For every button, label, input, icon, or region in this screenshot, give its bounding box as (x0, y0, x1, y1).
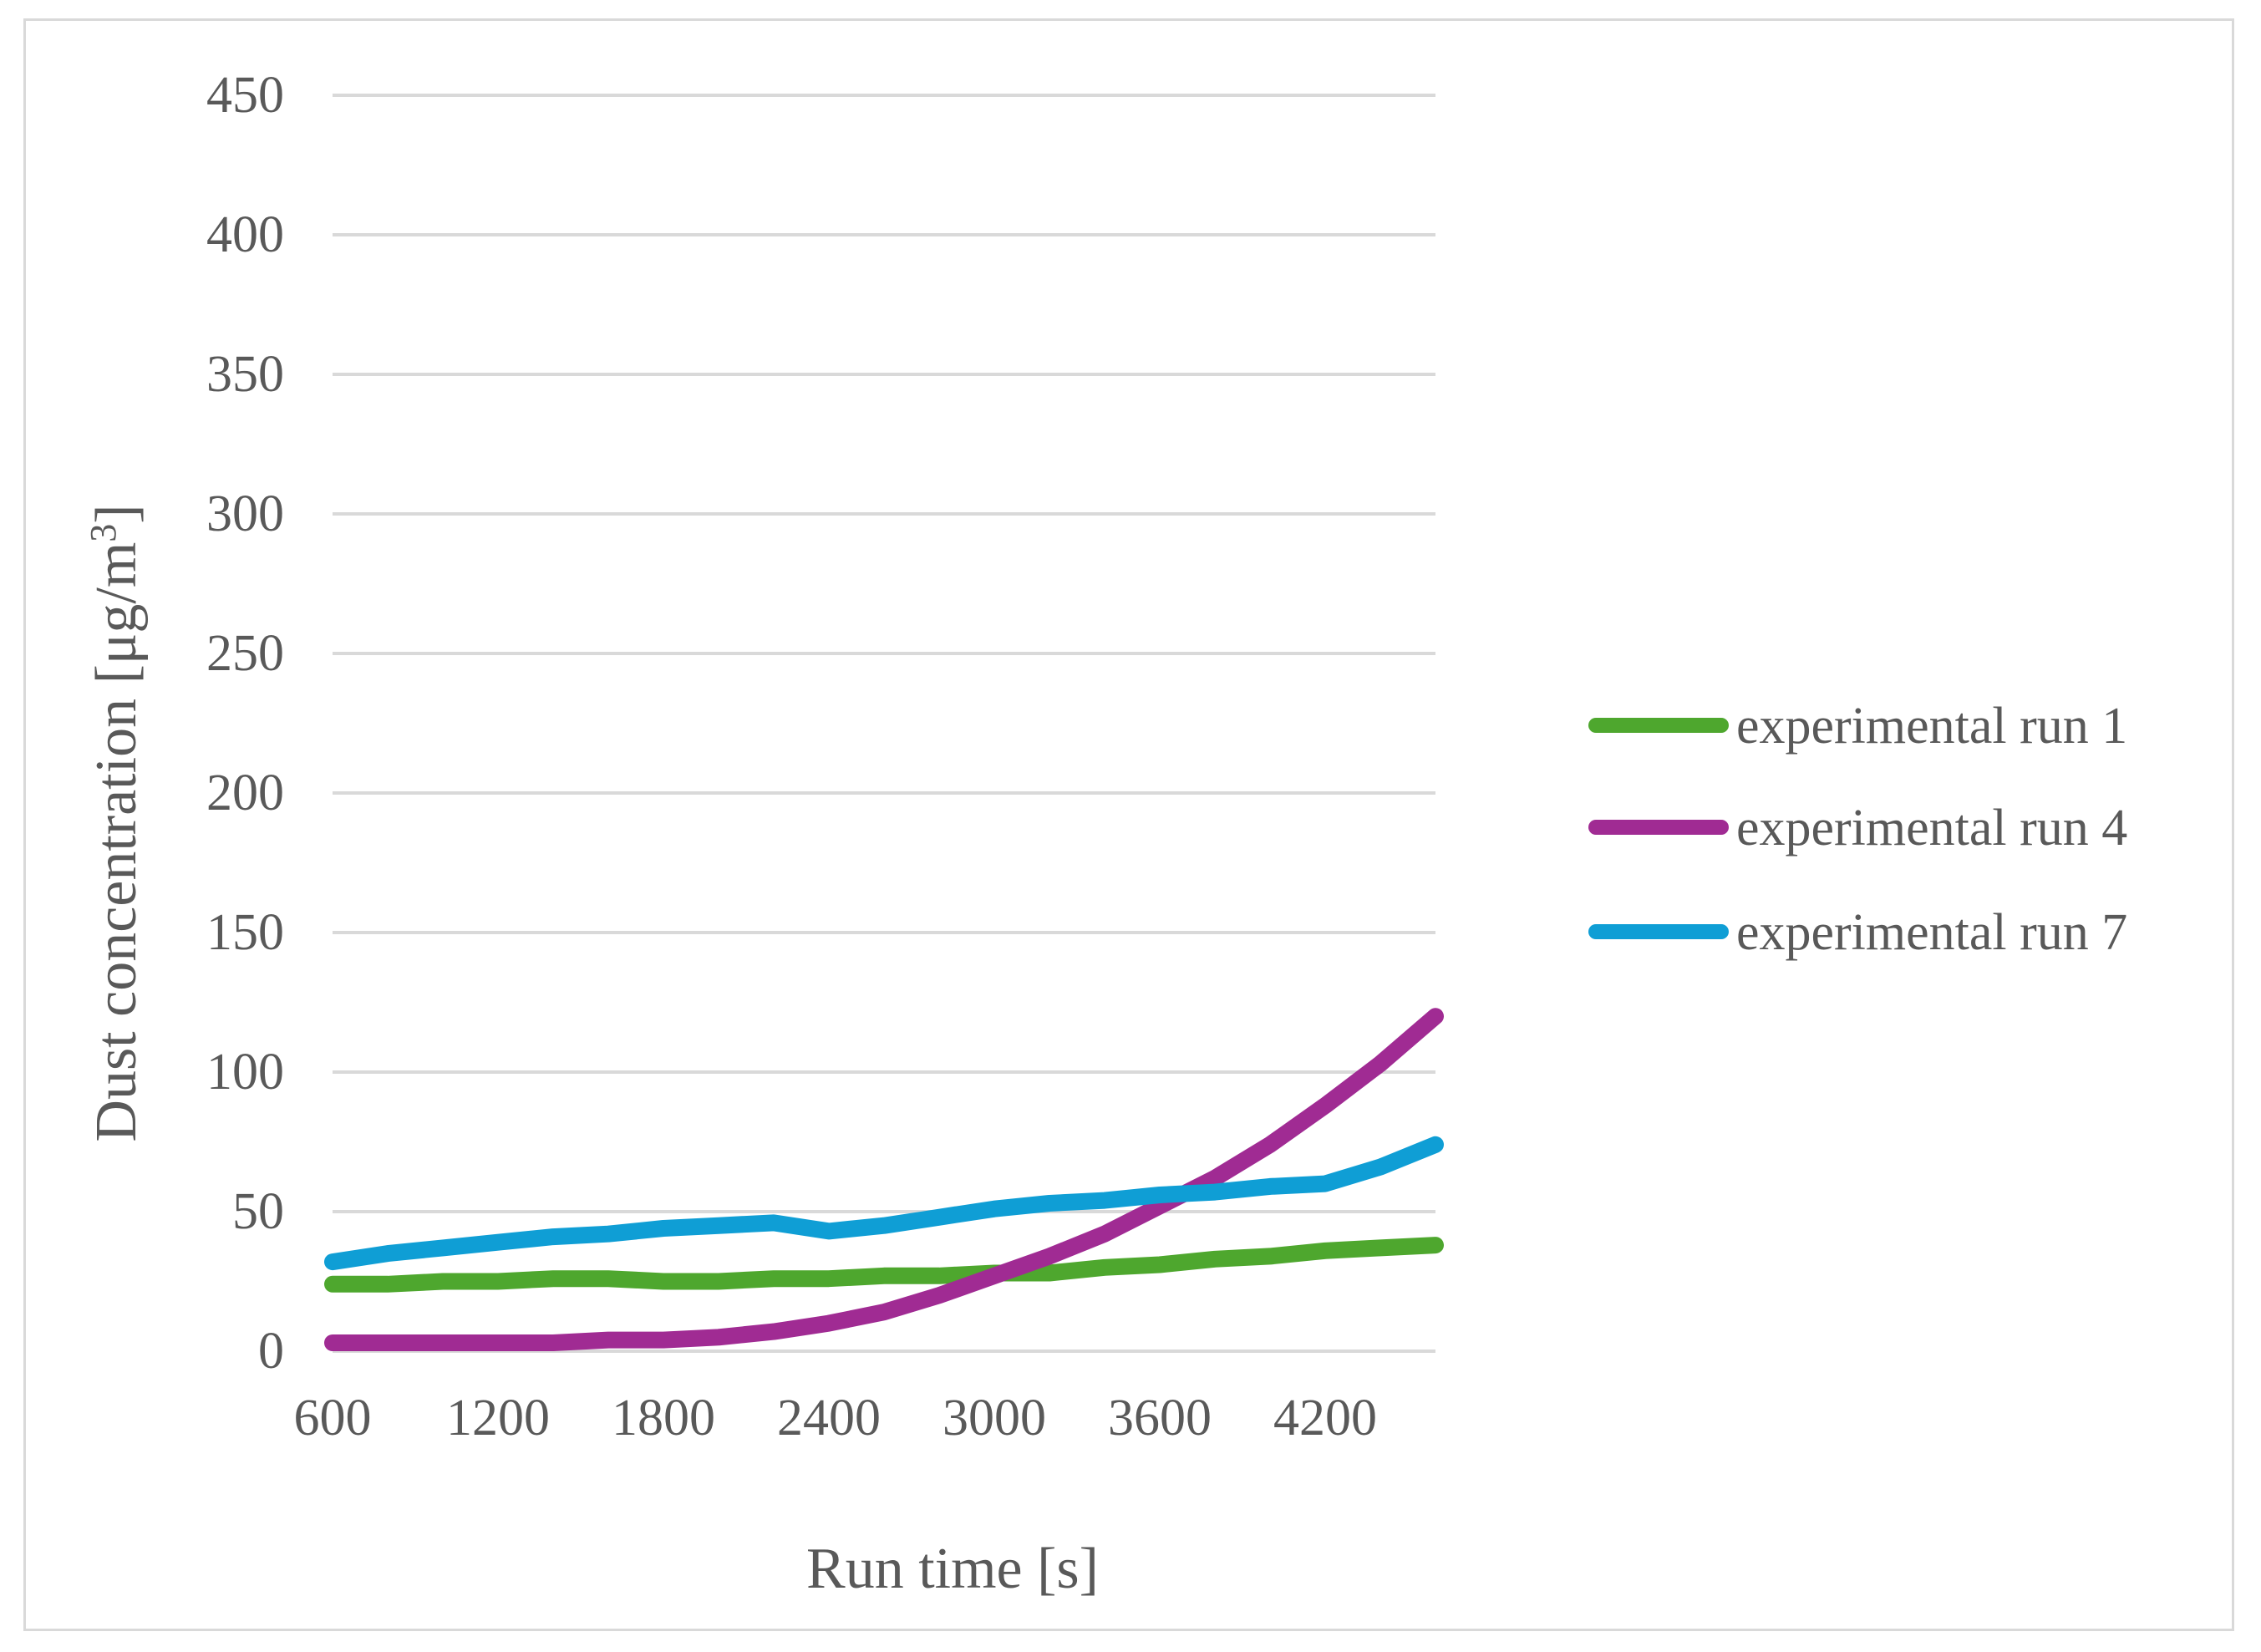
y-tick-label: 400 (206, 206, 284, 263)
x-tick-label: 600 (294, 1390, 372, 1446)
legend-label-1: experimental run 1 (1736, 698, 2127, 755)
y-tick-label: 250 (206, 625, 284, 682)
legend: experimental run 1 experimental run 4 expe… (1588, 698, 2127, 961)
x-tick-label: 1200 (446, 1390, 550, 1446)
chart-frame (23, 18, 2234, 1631)
y-tick-label: 200 (206, 765, 284, 821)
y-tick-label: 150 (206, 904, 284, 961)
y-axis-title-close: ] (84, 504, 149, 523)
legend-label-2: experimental run 4 (1736, 800, 2127, 856)
series-lines (324, 1008, 1444, 1351)
x-axis-ticks: 600 1200 1800 2400 3000 3600 4200 (294, 1390, 1378, 1446)
x-tick-label: 4200 (1273, 1390, 1377, 1446)
y-tick-label: 300 (206, 485, 284, 542)
y-tick-label: 450 (206, 67, 284, 124)
x-tick-label: 1800 (612, 1390, 715, 1446)
x-tick-label: 3000 (943, 1390, 1046, 1446)
x-tick-label: 2400 (777, 1390, 881, 1446)
y-axis-ticks: 0 50 100 150 200 250 300 350 400 450 (206, 67, 284, 1380)
x-tick-label: 3600 (1108, 1390, 1212, 1446)
x-axis-title: Run time [s] (806, 1537, 1099, 1601)
series-line-3 (324, 1136, 1444, 1271)
y-tick-label: 50 (232, 1183, 284, 1240)
y-axis-title: Dust concentration [μg/m3] (83, 504, 149, 1141)
y-axis-title-main: Dust concentration [μg/m (84, 542, 149, 1142)
series-line-2 (324, 1008, 1444, 1351)
y-tick-label: 0 (258, 1323, 284, 1380)
series-line-1 (324, 1237, 1444, 1293)
y-tick-label: 350 (206, 346, 284, 403)
gridlines (333, 94, 1435, 1353)
y-axis-title-superscript: 3 (83, 524, 124, 542)
legend-label-3: experimental run 7 (1736, 904, 2127, 961)
y-tick-label: 100 (206, 1044, 284, 1100)
